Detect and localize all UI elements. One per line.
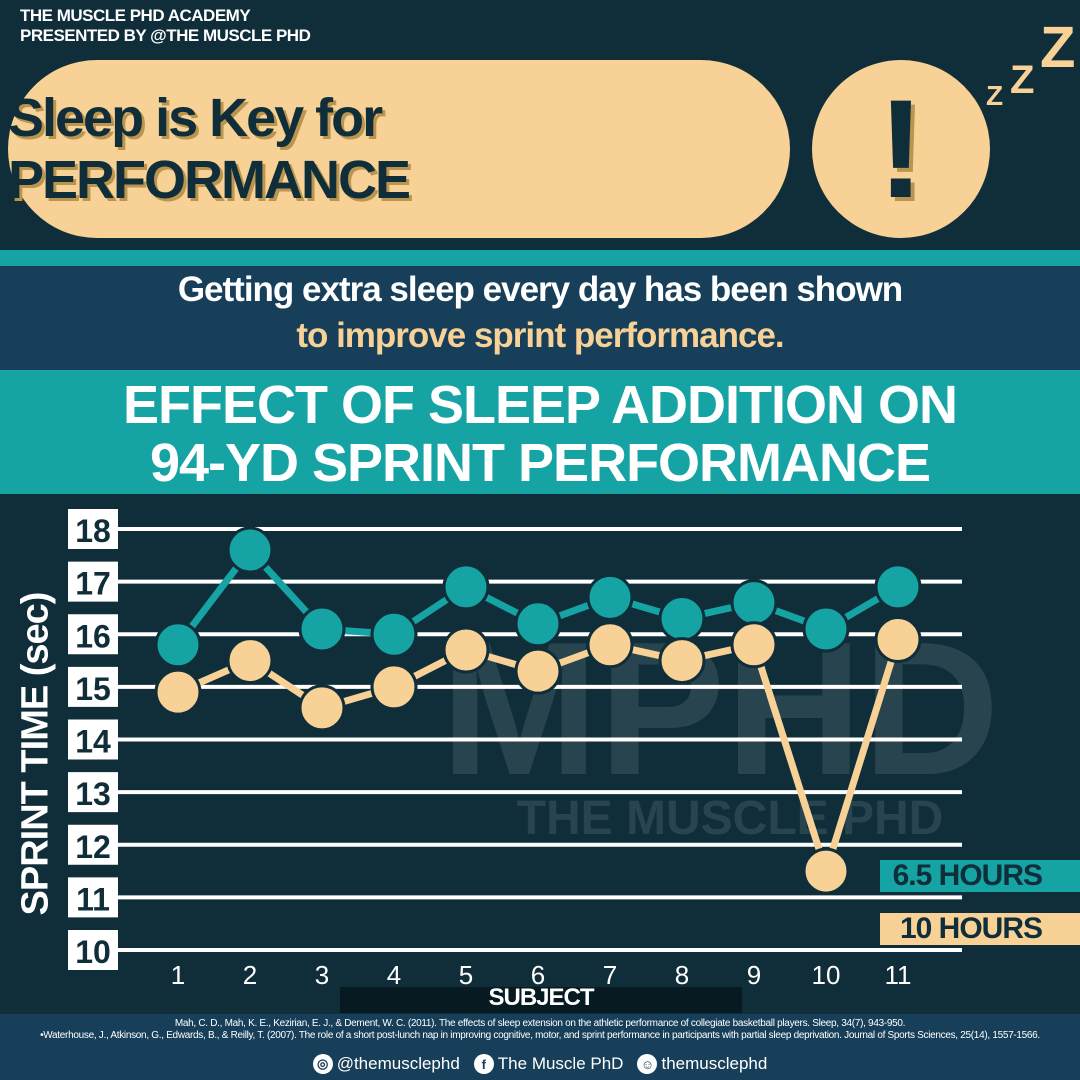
series-2-point-1 xyxy=(154,668,202,716)
exclamation-badge: ! xyxy=(812,60,990,238)
data-series xyxy=(154,526,922,895)
chart-title: EFFECT OF SLEEP ADDITION ON 94-YD SPRINT… xyxy=(0,376,1080,492)
x-tick-label-1: 1 xyxy=(171,960,185,990)
y-axis-label: SPRINT TIME (sec) xyxy=(14,592,57,916)
headline: Sleep is Key for PERFORMANCE xyxy=(8,88,411,210)
social-snapchat[interactable]: ☺ themusclephd xyxy=(637,1054,767,1074)
x-tick-label-3: 3 xyxy=(315,960,329,990)
chart-title-line-2: 94-YD SPRINT PERFORMANCE xyxy=(149,433,931,493)
social-bar: ◎ @themusclephd f The Muscle PhD ☺ themu… xyxy=(0,1048,1080,1080)
series-1-point-3 xyxy=(298,605,346,653)
y-tick-label-14: 14 xyxy=(75,724,111,760)
series-2-point-4 xyxy=(370,663,418,711)
x-tick-label-2: 2 xyxy=(243,960,257,990)
series-2-point-9 xyxy=(730,621,778,669)
y-tick-box-16 xyxy=(68,614,118,655)
x-tick-label-7: 7 xyxy=(603,960,617,990)
series-2-point-7 xyxy=(586,621,634,669)
y-tick-box-15 xyxy=(68,666,118,707)
snapchat-handle: themusclephd xyxy=(661,1054,768,1073)
series-1-point-11 xyxy=(874,563,922,611)
facebook-icon: f xyxy=(473,1054,494,1074)
x-tick-label-9: 9 xyxy=(747,960,761,990)
snapchat-icon: ☺ xyxy=(637,1054,658,1074)
brand-line-2: PRESENTED BY @THE MUSCLE PHD xyxy=(20,26,311,45)
instagram-icon: ◎ xyxy=(312,1054,333,1074)
series-1-point-5 xyxy=(442,563,490,611)
exclamation-icon: ! xyxy=(877,70,925,227)
x-axis-label-bar xyxy=(340,987,742,1013)
instagram-handle: @themusclephd xyxy=(336,1054,460,1073)
sleep-z-large: Z xyxy=(1040,15,1076,80)
series-2-point-5 xyxy=(442,626,490,674)
y-tick-box-10 xyxy=(68,930,118,970)
intro-band xyxy=(0,266,1080,370)
series-1-point-10 xyxy=(802,605,850,653)
series-1-point-7 xyxy=(586,573,634,621)
x-tick-label-11: 11 xyxy=(885,960,912,990)
sleep-z-small: Z xyxy=(986,80,1004,111)
series-1-point-2 xyxy=(226,526,274,574)
series-1-point-6 xyxy=(514,600,562,648)
y-tick-label-15: 15 xyxy=(75,671,111,707)
series-2-point-3 xyxy=(298,684,346,732)
reference-1: Mah, C. D., Mah, K. E., Kezirian, E. J.,… xyxy=(174,1018,906,1029)
x-axis-label: SUBJECT xyxy=(488,984,594,1011)
y-tick-label-12: 12 xyxy=(75,829,111,865)
watermark-text: THE MUSCLE PHD xyxy=(517,792,944,845)
x-tick-label-4: 4 xyxy=(387,960,401,990)
intro-line-2: to improve sprint performance. xyxy=(296,316,784,355)
y-tick-label-11: 11 xyxy=(76,881,110,917)
grid-lines xyxy=(68,527,962,952)
y-tick-box-18 xyxy=(68,509,118,549)
legend-item-10-hours: 10 HOURS xyxy=(880,912,1080,945)
series-1-point-8 xyxy=(658,594,706,642)
brand-line-1: THE MUSCLE PHD ACADEMY xyxy=(20,6,251,25)
legend-item-6-5-hours: 6.5 HOURS xyxy=(880,859,1080,892)
x-tick-label-10: 10 xyxy=(812,960,841,990)
y-tick-box-14 xyxy=(68,719,118,760)
x-tick-labels: 1 2 3 4 5 6 7 8 9 10 11 xyxy=(171,960,912,990)
chart-title-band xyxy=(0,370,1080,494)
series-2-point-6 xyxy=(514,647,562,695)
chart-title-line-1: EFFECT OF SLEEP ADDITION ON xyxy=(122,375,958,435)
y-tick-box-17 xyxy=(68,561,118,602)
y-tick-label-10: 10 xyxy=(75,934,111,970)
series-2-point-10 xyxy=(802,847,850,895)
watermark: MPHD THE MUSCLE PHD xyxy=(440,603,999,845)
y-tick-box-13 xyxy=(68,772,118,813)
y-tick-label-18: 18 xyxy=(75,513,111,549)
reference-2: •Waterhouse, J., Atkinson, G., Edwards, … xyxy=(40,1030,1040,1041)
sleep-z-medium: Z xyxy=(1010,58,1035,102)
series-2-point-11 xyxy=(874,616,922,664)
headline-pill xyxy=(8,60,790,238)
y-tick-label-13: 13 xyxy=(75,776,111,812)
social-instagram[interactable]: ◎ @themusclephd xyxy=(312,1054,460,1074)
references-band xyxy=(0,1014,1080,1080)
y-tick-box-11 xyxy=(68,877,118,918)
series-1-point-1 xyxy=(154,621,202,669)
series-2-point-2 xyxy=(226,637,274,685)
brand-block: THE MUSCLE PHD ACADEMY PRESENTED BY @THE… xyxy=(20,6,311,46)
y-tick-label-16: 16 xyxy=(75,618,111,654)
y-tick-box-12 xyxy=(68,824,118,865)
x-tick-label-5: 5 xyxy=(459,960,473,990)
facebook-handle: The Muscle PhD xyxy=(497,1054,624,1073)
series-2-point-8 xyxy=(658,637,706,685)
teal-divider xyxy=(0,250,1080,266)
y-tick-labels: 18 17 16 15 14 13 12 11 10 xyxy=(68,509,118,970)
social-facebook[interactable]: f The Muscle PhD xyxy=(473,1054,624,1074)
series-1-point-4 xyxy=(370,610,418,658)
x-tick-label-8: 8 xyxy=(675,960,689,990)
intro-line-1: Getting extra sleep every day has been s… xyxy=(177,270,903,309)
series-1-point-9 xyxy=(730,579,778,627)
y-tick-label-17: 17 xyxy=(75,566,111,602)
x-tick-label-6: 6 xyxy=(531,960,545,990)
